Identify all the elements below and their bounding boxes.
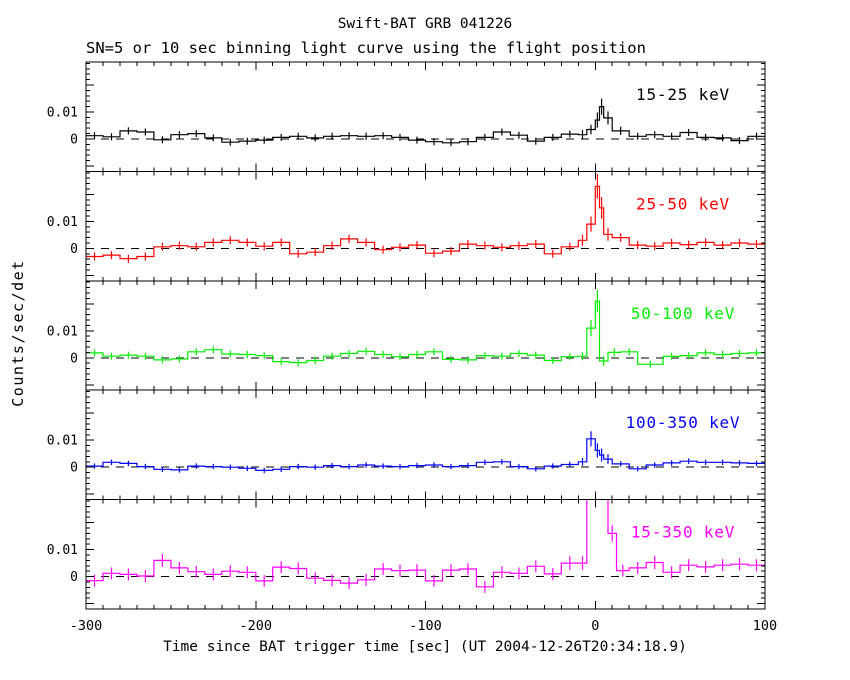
x-tick-label: 0 (591, 618, 599, 634)
y-tick-label: 0 (70, 461, 78, 476)
panel-ticks (85, 171, 766, 282)
energy-band-label-15-25-kev: 15-25 keV (636, 85, 730, 104)
lightcurve-step-50-100-kev (86, 300, 765, 365)
panel-ticks (85, 499, 766, 610)
panel-15-350-kev: 0.01 0 15-350 keV (47, 499, 766, 610)
y-tick-label: 0.01 (47, 324, 78, 339)
series-50-100-kev (86, 289, 765, 368)
lightcurve-step-15-350-kev (86, 499, 765, 588)
panel-frame (85, 61, 766, 172)
y-tick-label: 0 (70, 570, 78, 585)
panel-ticks (85, 280, 766, 391)
series-25-50-kev (86, 174, 765, 263)
y-tick-label: 0 (70, 133, 78, 148)
y-tick-label: 0 (70, 351, 78, 366)
panel-frame (85, 499, 766, 610)
y-tick-label: 0.01 (47, 543, 78, 558)
y-tick-label: 0.01 (47, 215, 78, 230)
panel-frame (85, 389, 766, 501)
x-tick-label: -300 (70, 618, 103, 634)
lightcurve-step-100-350-kev (86, 438, 765, 471)
series-15-25-kev (86, 98, 765, 147)
lightcurve-step-15-25-kev (86, 106, 765, 144)
energy-band-label-15-350-kev: 15-350 keV (631, 523, 735, 542)
y-tick-label: 0.01 (47, 106, 78, 121)
x-tick-label: 100 (753, 618, 777, 634)
energy-band-label-25-50-kev: 25-50 keV (636, 194, 730, 213)
y-tick-label: 0.01 (47, 434, 78, 449)
panel-ticks (85, 62, 766, 172)
series-15-350-kev (86, 499, 765, 593)
panel-100-350-kev: 0.01 0 100-350 keV (47, 389, 766, 501)
y-tick-label: 0 (70, 242, 78, 257)
energy-band-label-100-350-kev: 100-350 keV (626, 413, 741, 432)
x-axis-title: Time since BAT trigger time [sec] (UT 20… (163, 639, 687, 655)
panel-15-25-kev: 0.01 0 15-25 keV (47, 61, 766, 172)
panel-25-50-kev: 0.01 0 25-50 keV (47, 170, 766, 282)
chart-title: Swift-BAT GRB 041226 (337, 16, 513, 32)
x-tick-label: -200 (240, 618, 273, 634)
energy-band-label-50-100-kev: 50-100 keV (631, 304, 735, 323)
panel-frame (85, 280, 766, 391)
series-100-350-kev (86, 431, 765, 474)
x-tick-label: -100 (409, 618, 442, 634)
panel-ticks (85, 390, 766, 501)
panel-50-100-kev: 0.01 0 50-100 keV (47, 280, 766, 391)
chart-subtitle: SN=5 or 10 sec binning light curve using… (86, 39, 646, 57)
panel-frame (85, 170, 766, 282)
